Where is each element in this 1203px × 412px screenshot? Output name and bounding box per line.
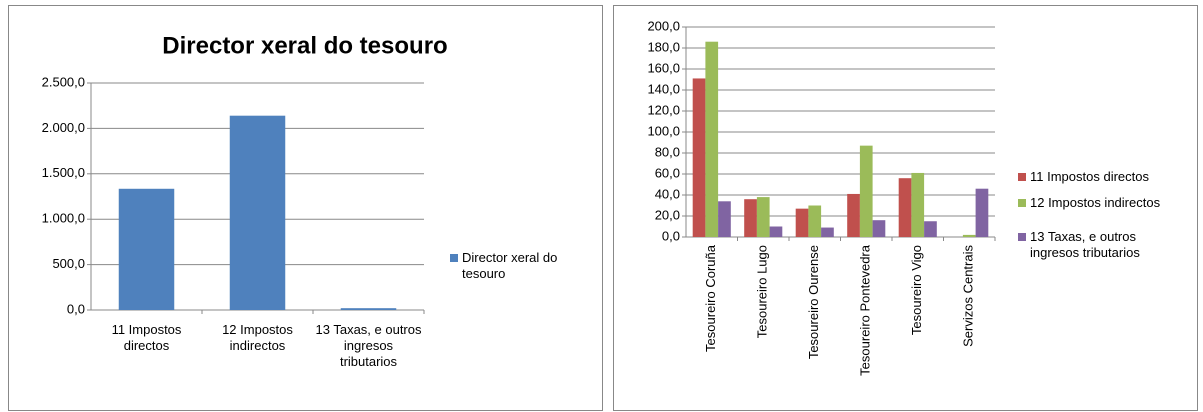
y-tick-label: 500,0 bbox=[52, 256, 85, 271]
y-tick-label: 180,0 bbox=[647, 39, 680, 54]
x-tick-label: Tesoureiro Pontevedra bbox=[858, 244, 873, 376]
x-tick-label: 11 Impostos directos bbox=[111, 322, 182, 353]
legend-label: 13 Taxas, e outros ingresos tributarios bbox=[1030, 229, 1140, 260]
bar bbox=[744, 199, 757, 237]
bar bbox=[962, 234, 976, 237]
y-tick-label: 160,0 bbox=[647, 60, 680, 75]
y-tick-label: 0,0 bbox=[67, 301, 85, 316]
legend-swatch bbox=[450, 254, 458, 262]
bar bbox=[229, 115, 286, 310]
bar bbox=[795, 208, 809, 237]
x-tick-label: Tesoureiro Vigo bbox=[909, 245, 924, 335]
legend-label: 12 Impostos indirectos bbox=[1030, 195, 1161, 210]
bar bbox=[808, 205, 822, 237]
bar bbox=[118, 188, 175, 310]
y-tick-label: 1.000,0 bbox=[42, 211, 85, 226]
y-tick-label: 60,0 bbox=[655, 165, 680, 180]
bar bbox=[340, 308, 397, 310]
bar bbox=[847, 193, 860, 237]
bar bbox=[718, 201, 731, 237]
y-tick-label: 20,0 bbox=[655, 207, 680, 222]
y-tick-label: 140,0 bbox=[647, 81, 680, 96]
x-tick-label: 12 Impostos indirectos bbox=[222, 322, 293, 353]
x-tick-label: Tesoureiro Lugo bbox=[755, 245, 770, 338]
bar bbox=[924, 221, 937, 237]
x-tick-label: Tesoureiro Ourense bbox=[806, 245, 821, 359]
bar bbox=[898, 178, 912, 237]
bar bbox=[911, 172, 925, 237]
legend-label: 11 Impostos directos bbox=[1030, 169, 1149, 184]
bar bbox=[769, 226, 783, 237]
legend-swatch bbox=[1018, 233, 1026, 241]
legend-label: Director xeral do tesouro bbox=[462, 250, 558, 281]
x-tick-label: 13 Taxas, e outros ingresos tributarios bbox=[315, 322, 422, 369]
bar bbox=[692, 78, 706, 237]
bar bbox=[859, 145, 873, 237]
legend-swatch bbox=[1018, 199, 1026, 207]
bar bbox=[975, 188, 989, 237]
y-tick-label: 100,0 bbox=[647, 123, 680, 138]
bar bbox=[821, 227, 834, 237]
chart-title: Director xeral do tesouro bbox=[162, 32, 447, 59]
legend-swatch bbox=[1018, 173, 1026, 181]
bar bbox=[756, 197, 770, 237]
y-tick-label: 40,0 bbox=[655, 186, 680, 201]
bar bbox=[705, 41, 719, 238]
y-tick-label: 1.500,0 bbox=[42, 165, 85, 180]
panel bbox=[8, 5, 603, 411]
y-tick-label: 80,0 bbox=[655, 144, 680, 159]
x-tick-label: Servizos Centrais bbox=[961, 245, 976, 347]
y-tick-label: 120,0 bbox=[647, 102, 680, 117]
y-tick-label: 0,0 bbox=[662, 228, 680, 243]
y-tick-label: 200,0 bbox=[647, 18, 680, 33]
y-tick-label: 2.000,0 bbox=[42, 120, 85, 135]
x-tick-label: Tesoureiro Coruña bbox=[703, 244, 718, 352]
bar bbox=[872, 220, 886, 237]
y-tick-label: 2.500,0 bbox=[42, 74, 85, 89]
